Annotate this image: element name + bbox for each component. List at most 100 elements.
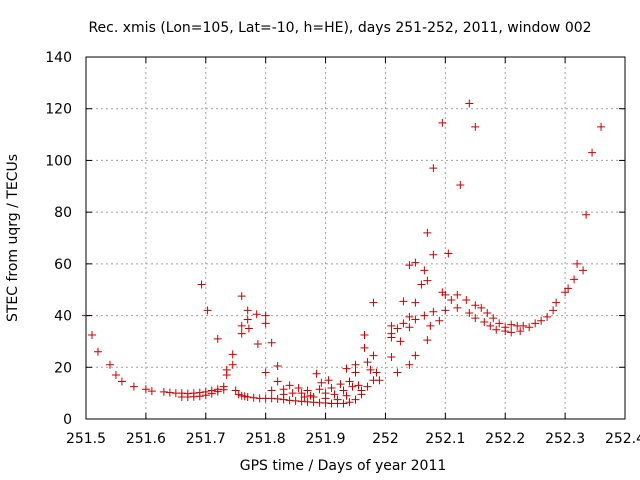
data-point	[423, 336, 432, 345]
y-tick-label: 120	[45, 102, 72, 118]
data-point	[351, 395, 360, 404]
data-point	[261, 368, 270, 377]
data-point	[315, 385, 324, 394]
data-point	[393, 324, 402, 333]
data-point	[237, 292, 246, 301]
data-point	[201, 391, 210, 400]
data-point	[253, 340, 262, 349]
data-point	[543, 312, 552, 321]
gridlines	[86, 57, 625, 419]
data-point	[375, 376, 384, 385]
x-tick-label: 252.1	[425, 431, 465, 447]
data-point	[363, 358, 372, 367]
data-point	[195, 392, 204, 401]
data-points	[82, 99, 606, 408]
data-point	[159, 387, 168, 396]
data-point	[324, 376, 333, 385]
data-point	[348, 382, 357, 391]
data-point	[327, 383, 336, 392]
data-point	[441, 306, 450, 315]
data-point	[273, 377, 282, 386]
data-point	[351, 368, 360, 377]
data-point	[477, 303, 486, 312]
y-tick-label: 40	[54, 309, 72, 325]
data-point	[285, 396, 294, 405]
data-point	[552, 298, 561, 307]
data-point	[288, 389, 297, 398]
data-point	[489, 314, 498, 323]
data-point	[501, 327, 510, 336]
data-point	[339, 386, 348, 395]
data-point	[423, 228, 432, 237]
data-point	[516, 327, 525, 336]
data-point	[453, 290, 462, 299]
data-point	[309, 393, 318, 402]
data-point	[429, 250, 438, 259]
data-point	[423, 276, 432, 285]
data-point	[471, 314, 480, 323]
data-point	[525, 323, 534, 332]
data-point	[495, 319, 504, 328]
data-point	[507, 320, 516, 329]
data-point	[357, 386, 366, 395]
data-point	[579, 266, 588, 275]
data-point	[444, 249, 453, 258]
x-tick-label: 251.8	[246, 431, 286, 447]
data-point	[93, 347, 102, 356]
data-point	[111, 371, 120, 380]
data-point	[471, 301, 480, 310]
data-point	[492, 325, 501, 334]
data-point	[411, 315, 420, 324]
data-point	[411, 298, 420, 307]
data-point	[249, 393, 258, 402]
data-point	[294, 383, 303, 392]
x-tick-label: 252.4	[605, 431, 640, 447]
data-point	[228, 360, 237, 369]
data-point	[303, 386, 312, 395]
x-tick-label: 252.2	[485, 431, 525, 447]
data-point	[213, 334, 222, 343]
y-tick-label: 0	[63, 412, 72, 428]
data-point	[597, 122, 606, 131]
data-point	[435, 316, 444, 325]
data-point	[267, 338, 276, 347]
data-point	[330, 390, 339, 399]
data-point	[537, 316, 546, 325]
data-point	[396, 337, 405, 346]
plot-frame	[85, 56, 626, 420]
data-point	[336, 380, 345, 389]
y-tick-label: 60	[54, 257, 72, 273]
data-point	[486, 321, 495, 330]
data-point	[342, 391, 351, 400]
data-point	[219, 385, 228, 394]
data-point	[483, 308, 492, 317]
data-point	[531, 319, 540, 328]
data-point	[387, 333, 396, 342]
data-point	[465, 308, 474, 317]
data-point	[405, 323, 414, 332]
data-point	[582, 210, 591, 219]
data-point	[387, 321, 396, 330]
data-point	[345, 377, 354, 386]
axis-ticks: 251.5 251.6 251.7 251.8 251.9 252 252.1 252.2 25…	[45, 50, 640, 447]
data-point	[363, 382, 372, 391]
data-point	[267, 394, 276, 403]
data-point	[519, 321, 528, 330]
data-point	[405, 312, 414, 321]
x-tick-label: 251.6	[126, 431, 166, 447]
x-tick-label: 251.7	[186, 431, 226, 447]
data-point	[285, 381, 294, 390]
data-point	[213, 387, 222, 396]
data-point	[273, 361, 282, 370]
data-point	[411, 258, 420, 267]
y-tick-label: 20	[54, 360, 72, 376]
data-point	[291, 396, 300, 405]
data-point	[222, 365, 231, 374]
data-point	[339, 399, 348, 408]
data-point	[465, 99, 474, 108]
data-point	[360, 343, 369, 352]
data-point	[399, 297, 408, 306]
data-point	[471, 122, 480, 131]
